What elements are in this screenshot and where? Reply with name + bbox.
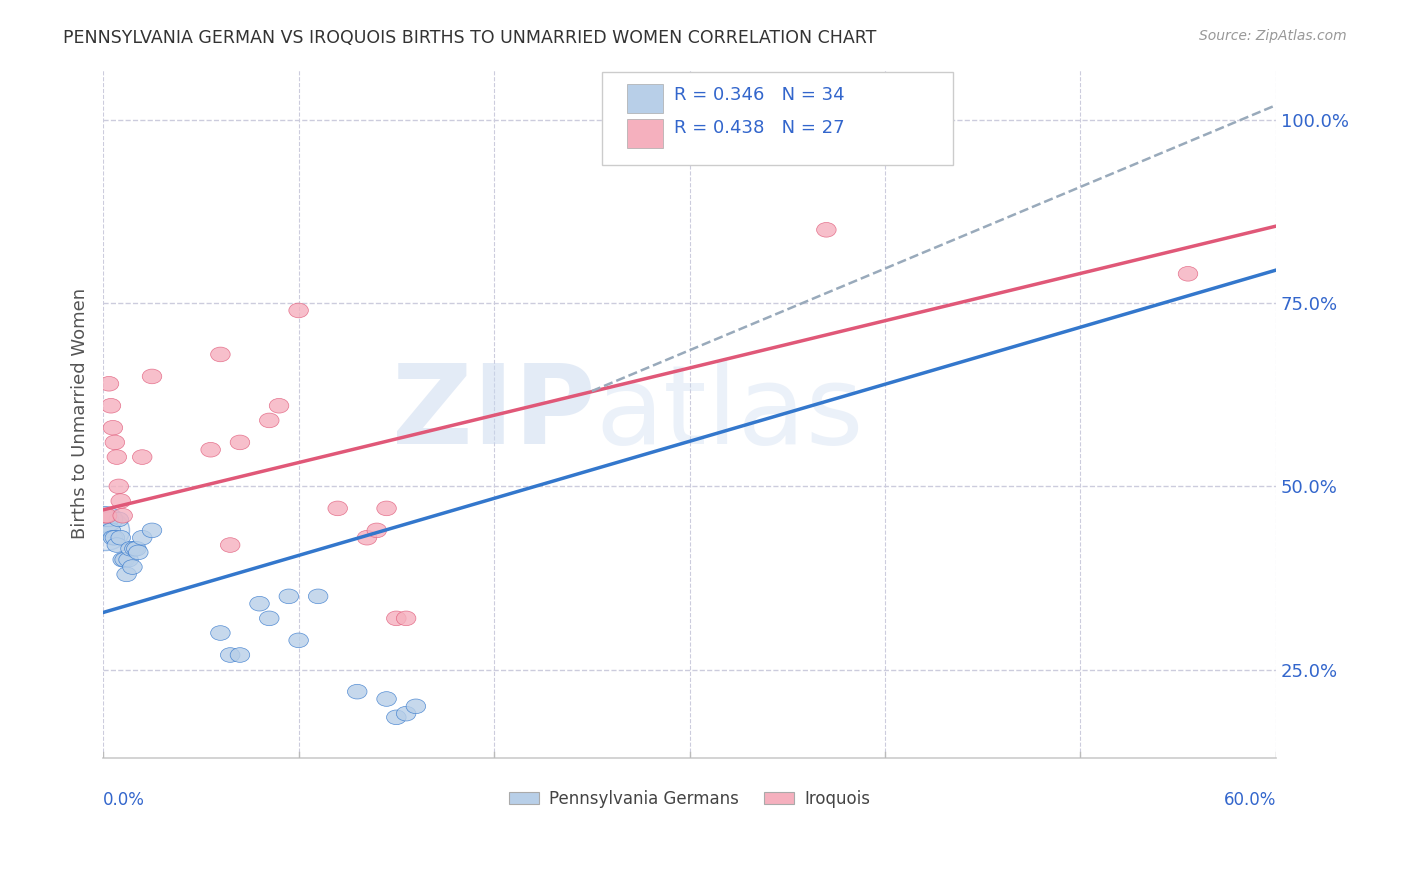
Ellipse shape bbox=[396, 706, 416, 721]
Text: 60.0%: 60.0% bbox=[1223, 790, 1277, 809]
Ellipse shape bbox=[110, 479, 128, 494]
Ellipse shape bbox=[122, 559, 142, 574]
Ellipse shape bbox=[112, 552, 132, 567]
Ellipse shape bbox=[121, 541, 141, 556]
FancyBboxPatch shape bbox=[627, 85, 662, 113]
Ellipse shape bbox=[110, 512, 128, 526]
Ellipse shape bbox=[103, 531, 122, 545]
Ellipse shape bbox=[367, 523, 387, 538]
Ellipse shape bbox=[142, 369, 162, 384]
Ellipse shape bbox=[406, 699, 426, 714]
Ellipse shape bbox=[328, 501, 347, 516]
Ellipse shape bbox=[87, 507, 122, 533]
Ellipse shape bbox=[288, 303, 308, 318]
Ellipse shape bbox=[250, 597, 270, 611]
Ellipse shape bbox=[100, 376, 118, 391]
Ellipse shape bbox=[103, 420, 122, 435]
Text: atlas: atlas bbox=[596, 359, 865, 467]
Ellipse shape bbox=[96, 512, 115, 526]
Ellipse shape bbox=[125, 541, 145, 556]
Text: PENNSYLVANIA GERMAN VS IROQUOIS BIRTHS TO UNMARRIED WOMEN CORRELATION CHART: PENNSYLVANIA GERMAN VS IROQUOIS BIRTHS T… bbox=[63, 29, 877, 46]
Ellipse shape bbox=[260, 413, 278, 428]
Y-axis label: Births to Unmarried Women: Births to Unmarried Women bbox=[72, 287, 89, 539]
Ellipse shape bbox=[260, 611, 278, 625]
Ellipse shape bbox=[132, 531, 152, 545]
Ellipse shape bbox=[107, 538, 127, 552]
Ellipse shape bbox=[221, 538, 240, 552]
Ellipse shape bbox=[105, 435, 125, 450]
Legend: Pennsylvania Germans, Iroquois: Pennsylvania Germans, Iroquois bbox=[502, 783, 877, 814]
Text: ZIP: ZIP bbox=[392, 359, 596, 467]
Ellipse shape bbox=[97, 508, 117, 523]
FancyBboxPatch shape bbox=[627, 119, 662, 148]
Ellipse shape bbox=[270, 399, 288, 413]
Ellipse shape bbox=[128, 545, 148, 559]
Ellipse shape bbox=[105, 531, 125, 545]
Ellipse shape bbox=[118, 552, 138, 567]
Ellipse shape bbox=[211, 347, 231, 362]
Ellipse shape bbox=[817, 222, 837, 237]
Ellipse shape bbox=[107, 450, 127, 465]
Ellipse shape bbox=[115, 552, 135, 567]
Ellipse shape bbox=[377, 691, 396, 706]
Ellipse shape bbox=[396, 611, 416, 625]
Ellipse shape bbox=[211, 625, 231, 640]
Ellipse shape bbox=[347, 684, 367, 699]
Ellipse shape bbox=[288, 633, 308, 648]
Ellipse shape bbox=[278, 589, 298, 604]
Ellipse shape bbox=[357, 531, 377, 545]
Ellipse shape bbox=[117, 567, 136, 582]
Ellipse shape bbox=[142, 523, 162, 538]
Ellipse shape bbox=[231, 435, 250, 450]
Ellipse shape bbox=[1178, 267, 1198, 281]
Ellipse shape bbox=[96, 508, 115, 523]
Ellipse shape bbox=[100, 512, 118, 526]
Text: R = 0.438   N = 27: R = 0.438 N = 27 bbox=[675, 119, 845, 136]
Ellipse shape bbox=[111, 531, 131, 545]
Text: Source: ZipAtlas.com: Source: ZipAtlas.com bbox=[1199, 29, 1347, 43]
Ellipse shape bbox=[221, 648, 240, 663]
Ellipse shape bbox=[132, 450, 152, 465]
Ellipse shape bbox=[112, 508, 132, 523]
Ellipse shape bbox=[387, 611, 406, 625]
Ellipse shape bbox=[97, 512, 117, 526]
Ellipse shape bbox=[387, 710, 406, 724]
Ellipse shape bbox=[231, 648, 250, 663]
Ellipse shape bbox=[80, 510, 129, 550]
Ellipse shape bbox=[308, 589, 328, 604]
Text: R = 0.346   N = 34: R = 0.346 N = 34 bbox=[675, 86, 845, 103]
Ellipse shape bbox=[111, 494, 131, 508]
Ellipse shape bbox=[127, 541, 146, 556]
Ellipse shape bbox=[377, 501, 396, 516]
Text: 0.0%: 0.0% bbox=[103, 790, 145, 809]
Ellipse shape bbox=[201, 442, 221, 457]
Ellipse shape bbox=[876, 772, 894, 787]
Ellipse shape bbox=[101, 523, 121, 538]
Ellipse shape bbox=[101, 399, 121, 413]
FancyBboxPatch shape bbox=[602, 72, 953, 165]
